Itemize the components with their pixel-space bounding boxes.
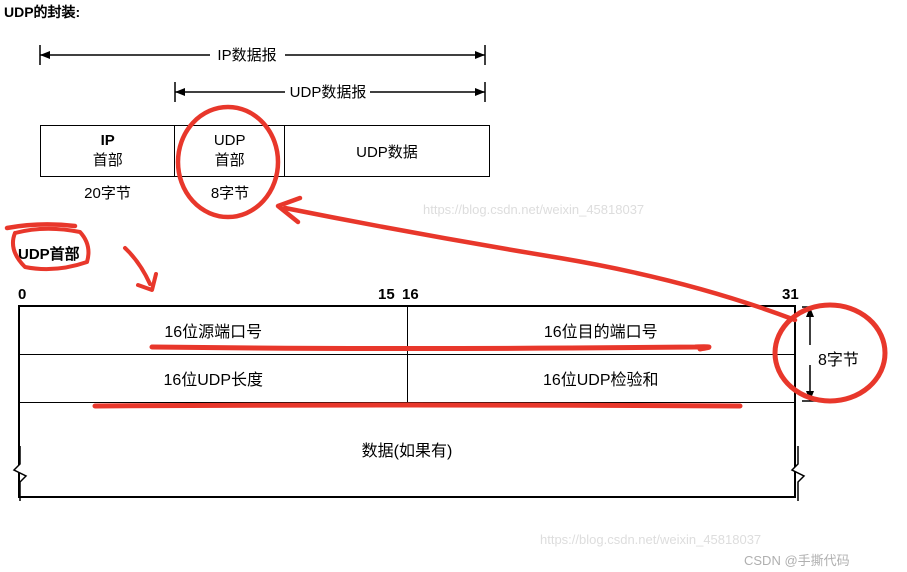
bit-16: 16	[402, 286, 419, 303]
ip-header-cell: IP 首部	[41, 126, 175, 176]
ip-datagram-label: IP数据报	[217, 47, 276, 64]
udp-checksum-cell: 16位UDP检验和	[407, 354, 795, 402]
udp-header-table: 16位源端口号 16位目的端口号 16位UDP长度 16位UDP检验和 数据(如…	[18, 305, 796, 498]
page-title: UDP的封装:	[4, 2, 80, 22]
encapsulation-diagram: IP数据报 UDP数据报 IP 首部 UDP 首部 UDP数据 20字节 8字节	[30, 30, 510, 230]
bit-15: 15	[378, 286, 395, 303]
src-port-cell: 16位源端口号	[19, 306, 407, 354]
bit-0: 0	[18, 286, 26, 303]
udp-header-side-label: UDP首部	[18, 243, 80, 264]
dst-port-cell: 16位目的端口号	[407, 306, 795, 354]
bit-31: 31	[782, 286, 799, 303]
encaps-boxes: IP 首部 UDP 首部 UDP数据	[40, 125, 490, 177]
ip-header-size: 20字节	[40, 182, 175, 203]
eight-bytes-label: 8字节	[818, 346, 859, 370]
udp-header-size: 8字节	[175, 182, 285, 203]
udp-data-cell: UDP数据	[285, 126, 489, 176]
udp-header-cell: UDP 首部	[175, 126, 285, 176]
udp-datagram-label: UDP数据报	[290, 84, 367, 101]
data-cell: 数据(如果有)	[19, 402, 795, 497]
udp-length-cell: 16位UDP长度	[19, 354, 407, 402]
signature: CSDN @手撕代码	[744, 550, 850, 569]
watermark-url-2: https://blog.csdn.net/weixin_45818037	[540, 532, 761, 547]
watermark-url-1: https://blog.csdn.net/weixin_45818037	[423, 202, 644, 217]
